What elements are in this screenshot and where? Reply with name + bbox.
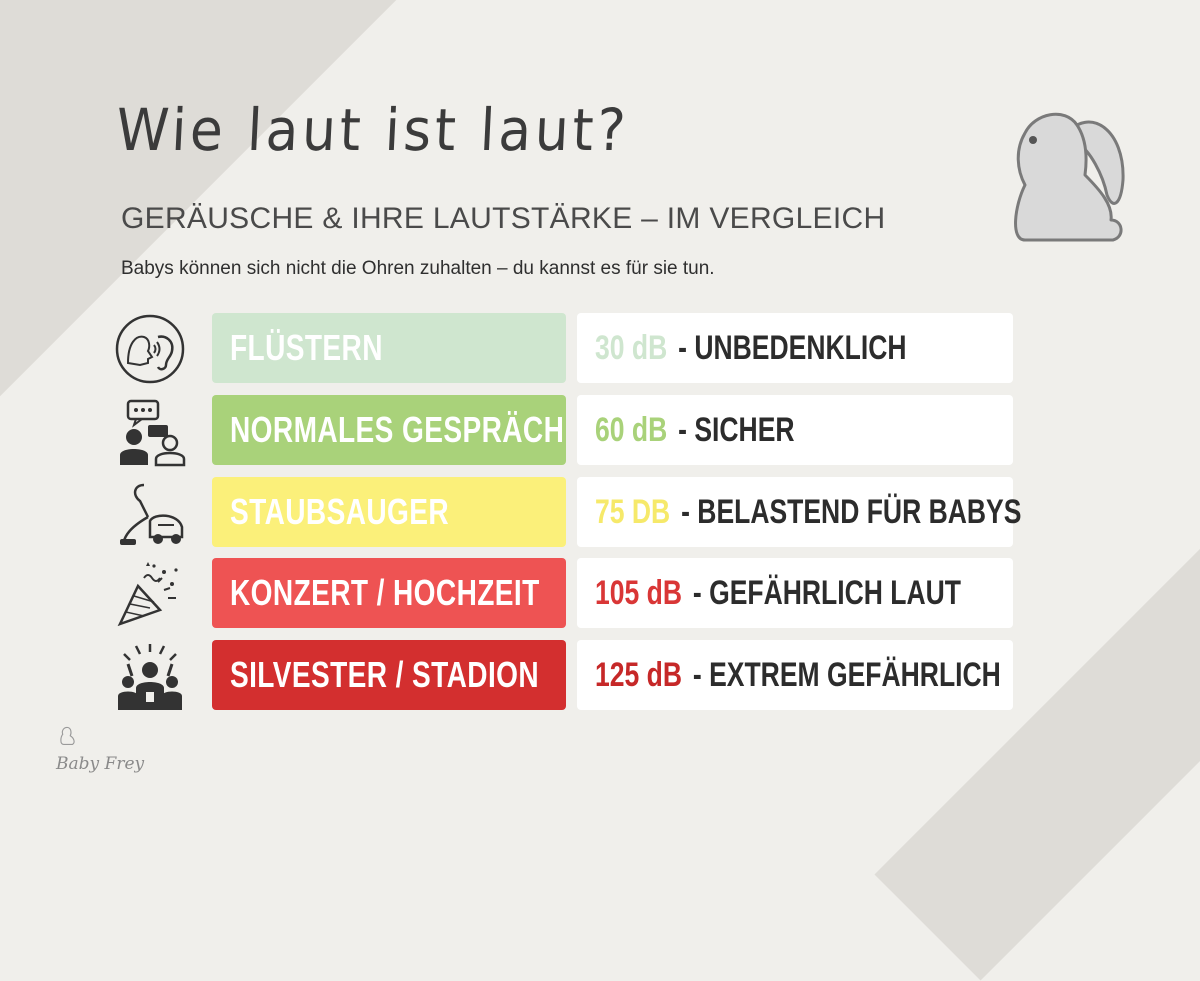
bunny-icon bbox=[1014, 112, 1125, 242]
noise-label: KONZERT / HOCHZEIT bbox=[230, 572, 540, 613]
tagline: Babys können sich nicht die Ohren zuhalt… bbox=[121, 258, 715, 279]
conversation-icon bbox=[120, 399, 186, 467]
whisper-ear-icon bbox=[115, 314, 185, 384]
risk-description: - EXTREM GEFÄHRLICH bbox=[692, 655, 1001, 694]
noise-info-box: 105 dB - GEFÄHRLICH LAUT bbox=[577, 558, 1013, 628]
noise-label-box: SILVESTER / STADION bbox=[212, 640, 566, 710]
risk-description: - BELASTEND FÜR BABYS bbox=[681, 492, 1022, 531]
risk-description: - GEFÄHRLICH LAUT bbox=[692, 573, 962, 612]
noise-info-box: 60 dB - SICHER bbox=[577, 395, 1013, 465]
decibel-value: 105 dB bbox=[595, 573, 682, 612]
noise-label: STAUBSAUGER bbox=[230, 491, 450, 532]
decibel-value: 75 DB bbox=[595, 492, 671, 531]
decibel-value: 60 dB bbox=[595, 410, 668, 449]
noise-info-box: 125 dB - EXTREM GEFÄHRLICH bbox=[577, 640, 1013, 710]
noise-label-box: STAUBSAUGER bbox=[212, 477, 566, 547]
risk-description: - SICHER bbox=[678, 410, 795, 449]
decibel-value: 30 dB bbox=[595, 328, 668, 367]
decibel-value: 125 dB bbox=[595, 655, 682, 694]
crowd-stadium-icon bbox=[118, 644, 182, 710]
noise-row-conversation: NORMALES GESPRÄCH 60 dB - SICHER bbox=[0, 395, 1200, 467]
noise-info-box: 75 DB - BELASTEND FÜR BABYS bbox=[577, 477, 1021, 547]
vacuum-cleaner-icon bbox=[120, 483, 184, 545]
page-subtitle: GERÄUSCHE & IHRE LAUTSTÄRKE – IM VERGLEI… bbox=[121, 202, 886, 235]
noise-label: NORMALES GESPRÄCH bbox=[230, 409, 565, 450]
brand-logo-text: Baby Frey bbox=[56, 754, 145, 774]
noise-label-box: FLÜSTERN bbox=[212, 313, 566, 383]
noise-label-box: NORMALES GESPRÄCH bbox=[212, 395, 566, 465]
party-popper-icon bbox=[117, 562, 178, 627]
noise-label: SILVESTER / STADION bbox=[230, 654, 540, 695]
risk-description: - UNBEDENKLICH bbox=[678, 328, 907, 367]
noise-row-stadium: SILVESTER / STADION 125 dB - EXTREM GEFÄ… bbox=[0, 640, 1200, 712]
noise-row-concert: KONZERT / HOCHZEIT 105 dB - GEFÄHRLICH L… bbox=[0, 558, 1200, 630]
noise-label-box: KONZERT / HOCHZEIT bbox=[212, 558, 566, 628]
brand-logo-bunny-icon bbox=[60, 726, 75, 745]
noise-label: FLÜSTERN bbox=[230, 327, 383, 368]
noise-row-whisper: FLÜSTERN 30 dB - UNBEDENKLICH bbox=[0, 313, 1200, 385]
page-title: Wie laut ist laut? bbox=[114, 96, 631, 164]
noise-row-vacuum: STAUBSAUGER 75 DB - BELASTEND FÜR BABYS bbox=[0, 477, 1200, 549]
noise-info-box: 30 dB - UNBEDENKLICH bbox=[577, 313, 1013, 383]
